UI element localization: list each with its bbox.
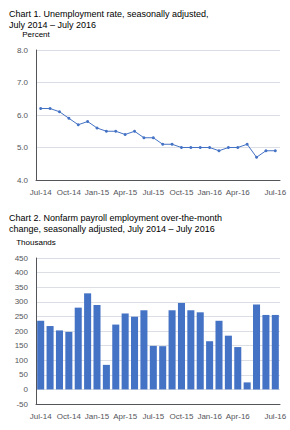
svg-text:300: 300 [15, 297, 29, 306]
svg-text:-50: -50 [16, 400, 28, 409]
svg-text:Jul-15: Jul-15 [142, 412, 164, 421]
svg-text:50: 50 [19, 370, 28, 379]
svg-text:Apr-15: Apr-15 [113, 412, 138, 421]
svg-text:change, seasonally adjusted, J: change, seasonally adjusted, July 2014 –… [9, 224, 215, 234]
svg-text:Oct-15: Oct-15 [169, 412, 194, 421]
svg-text:Oct-14: Oct-14 [57, 412, 82, 421]
svg-text:Chart 1. Unemployment rate, se: Chart 1. Unemployment rate, seasonally a… [9, 9, 209, 19]
svg-text:Jan-16: Jan-16 [197, 412, 222, 421]
svg-text:Apr-15: Apr-15 [113, 188, 138, 197]
svg-text:Jul-15: Jul-15 [142, 188, 164, 197]
svg-text:6.0: 6.0 [17, 111, 29, 120]
svg-text:Jul-14: Jul-14 [30, 188, 52, 197]
svg-text:Percent: Percent [22, 30, 50, 39]
svg-text:Thousands: Thousands [16, 238, 56, 247]
svg-text:Jul-14: Jul-14 [30, 412, 52, 421]
svg-text:Oct-14: Oct-14 [57, 188, 82, 197]
svg-text:0: 0 [24, 385, 29, 394]
svg-text:Oct-15: Oct-15 [169, 188, 194, 197]
svg-text:July 2014 – July 2016: July 2014 – July 2016 [9, 20, 96, 30]
svg-text:5.0: 5.0 [17, 143, 29, 152]
svg-text:4.0: 4.0 [17, 176, 29, 185]
svg-text:Chart 2. Nonfarm payroll emplo: Chart 2. Nonfarm payroll employment over… [9, 213, 222, 223]
svg-text:8.0: 8.0 [17, 46, 29, 55]
svg-text:Apr-16: Apr-16 [226, 412, 251, 421]
svg-text:Jan-15: Jan-15 [85, 188, 110, 197]
svg-text:Jul-16: Jul-16 [264, 188, 286, 197]
svg-text:400: 400 [15, 268, 29, 277]
svg-text:100: 100 [15, 356, 29, 365]
svg-text:Jan-16: Jan-16 [197, 188, 222, 197]
svg-text:250: 250 [15, 312, 29, 321]
svg-text:150: 150 [15, 341, 29, 350]
svg-text:Jul-16: Jul-16 [264, 412, 286, 421]
svg-text:350: 350 [15, 283, 29, 292]
svg-text:Apr-16: Apr-16 [226, 188, 251, 197]
svg-text:450: 450 [15, 254, 29, 263]
svg-text:7.0: 7.0 [17, 78, 29, 87]
svg-text:200: 200 [15, 327, 29, 336]
svg-text:Jan-15: Jan-15 [85, 412, 110, 421]
